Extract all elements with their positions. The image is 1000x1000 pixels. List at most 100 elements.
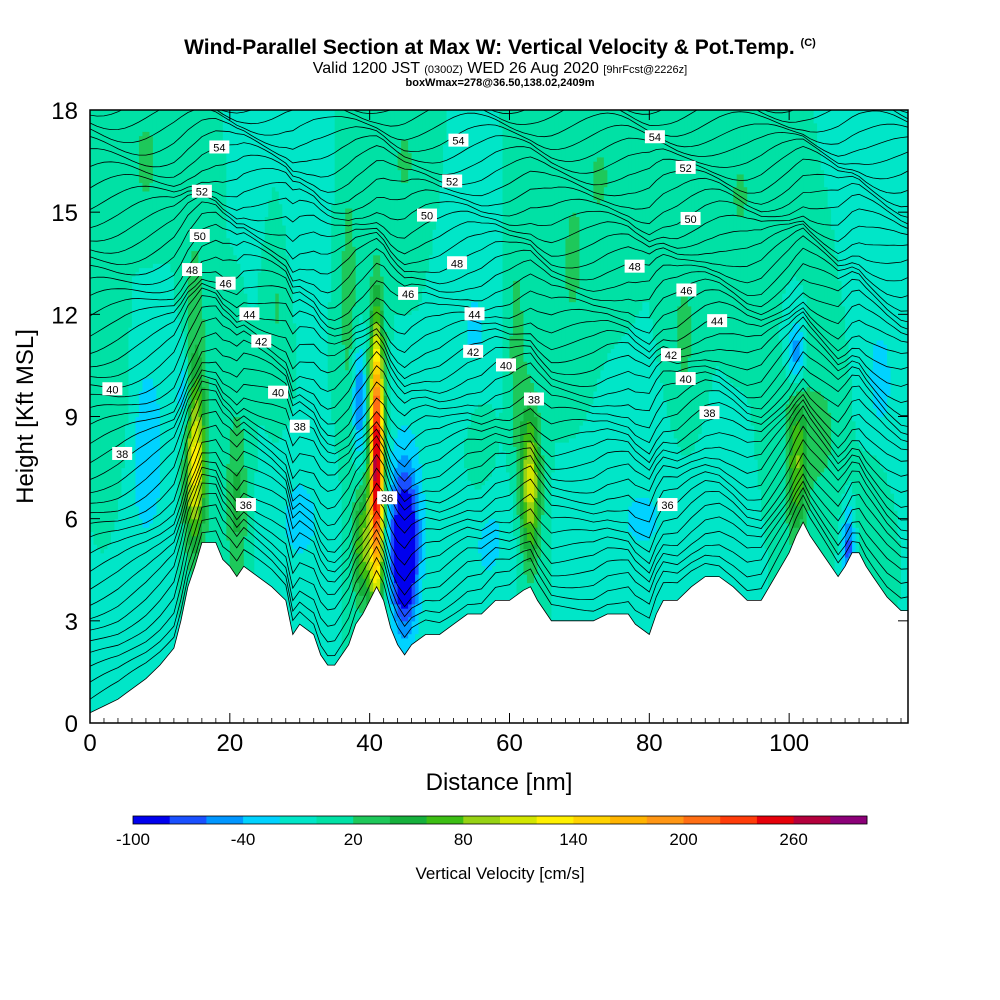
velocity-cell — [173, 110, 178, 307]
velocity-cell — [848, 505, 853, 524]
velocity-cell — [387, 493, 392, 605]
velocity-cell — [194, 399, 199, 422]
theta-contour-line — [90, 235, 908, 317]
velocity-cell — [841, 493, 846, 524]
velocity-cell — [429, 254, 434, 723]
velocity-cell — [184, 356, 189, 405]
velocity-cell — [404, 182, 409, 315]
svg-text:54: 54 — [452, 136, 464, 148]
velocity-cell — [191, 535, 196, 554]
velocity-cell — [121, 467, 126, 723]
velocity-cell — [820, 110, 825, 171]
velocity-cell — [708, 390, 713, 723]
colorbar-swatch — [646, 816, 684, 824]
velocity-cell — [568, 216, 574, 303]
velocity-cell — [502, 110, 507, 452]
velocity-cell — [355, 471, 360, 490]
velocity-cell — [142, 527, 147, 723]
velocity-cell — [869, 454, 874, 686]
velocity-cell — [537, 518, 542, 558]
velocity-cell — [201, 425, 206, 498]
velocity-cell — [359, 467, 364, 486]
velocity-cell — [348, 348, 353, 723]
velocity-cell — [369, 578, 374, 592]
velocity-cell — [680, 454, 685, 723]
velocity-cell — [408, 493, 413, 605]
colorbar-swatch — [573, 816, 611, 824]
velocity-cell — [600, 369, 605, 723]
velocity-cell — [359, 369, 364, 430]
velocity-cell — [387, 110, 392, 435]
theta-contour-line — [90, 414, 908, 572]
theta-contour-line — [90, 399, 908, 538]
velocity-cell — [495, 522, 500, 558]
velocity-cell — [394, 110, 399, 315]
velocity-cell — [572, 301, 577, 439]
velocity-cell — [369, 310, 374, 337]
velocity-cell — [355, 110, 360, 328]
velocity-cell — [663, 399, 668, 723]
velocity-cell — [593, 110, 598, 162]
velocity-cell — [764, 110, 769, 550]
velocity-cell — [376, 322, 381, 337]
velocity-cell — [460, 110, 465, 723]
velocity-cell — [254, 110, 259, 307]
valid-time-utc: (0300Z) — [424, 64, 463, 76]
contour-label: 52 — [442, 174, 463, 189]
velocity-cell — [785, 403, 790, 524]
velocity-cell — [698, 433, 703, 723]
velocity-cell — [512, 110, 518, 281]
velocity-cell — [519, 310, 525, 422]
velocity-cell — [789, 454, 794, 469]
contour-label: 46 — [398, 286, 419, 301]
velocity-cell — [530, 463, 535, 503]
velocity-cell — [467, 348, 472, 426]
velocity-cell — [526, 463, 532, 503]
theta-contour-line — [90, 182, 908, 242]
svg-text:44: 44 — [468, 309, 480, 321]
svg-text:40: 40 — [272, 388, 284, 400]
velocity-cell — [401, 637, 406, 660]
velocity-cell — [600, 110, 605, 158]
velocity-cell — [481, 403, 486, 486]
contour-label: 48 — [624, 259, 645, 274]
theta-contour-line — [90, 287, 908, 378]
velocity-cell — [380, 356, 385, 379]
velocity-cell — [90, 531, 95, 723]
velocity-cell — [890, 110, 895, 494]
velocity-cell — [401, 620, 406, 639]
velocity-cell — [659, 110, 664, 384]
velocity-cell — [803, 297, 808, 371]
velocity-cell — [397, 493, 402, 605]
valid-date: WED 26 Aug 2020 — [462, 60, 604, 77]
velocity-cell — [743, 395, 748, 723]
velocity-cell — [366, 569, 371, 588]
velocity-cell — [680, 378, 685, 456]
velocity-cell — [380, 561, 385, 584]
velocity-cell — [796, 373, 801, 384]
velocity-cell — [373, 527, 378, 541]
velocity-cell — [607, 110, 612, 354]
velocity-cell — [191, 505, 196, 520]
velocity-cell — [876, 416, 881, 460]
velocity-cell — [198, 480, 203, 507]
velocity-cell — [369, 276, 374, 311]
velocity-cell — [834, 254, 839, 554]
velocity-cell — [401, 139, 406, 183]
velocity-cell — [247, 305, 252, 723]
colorbar-swatch — [756, 816, 794, 824]
colorbar-tick-label: 20 — [344, 830, 363, 849]
velocity-cell — [589, 110, 594, 405]
velocity-cell — [701, 420, 706, 723]
velocity-cell — [761, 110, 766, 520]
velocity-cell — [471, 352, 476, 413]
velocity-cell — [645, 110, 650, 303]
velocity-cell — [401, 182, 406, 315]
velocity-cell — [467, 110, 472, 311]
velocity-cell — [369, 110, 374, 277]
velocity-cell — [687, 356, 692, 456]
velocity-cell — [670, 110, 675, 430]
svg-text:48: 48 — [451, 258, 463, 270]
velocity-cell — [628, 327, 633, 507]
velocity-cell — [355, 582, 360, 609]
